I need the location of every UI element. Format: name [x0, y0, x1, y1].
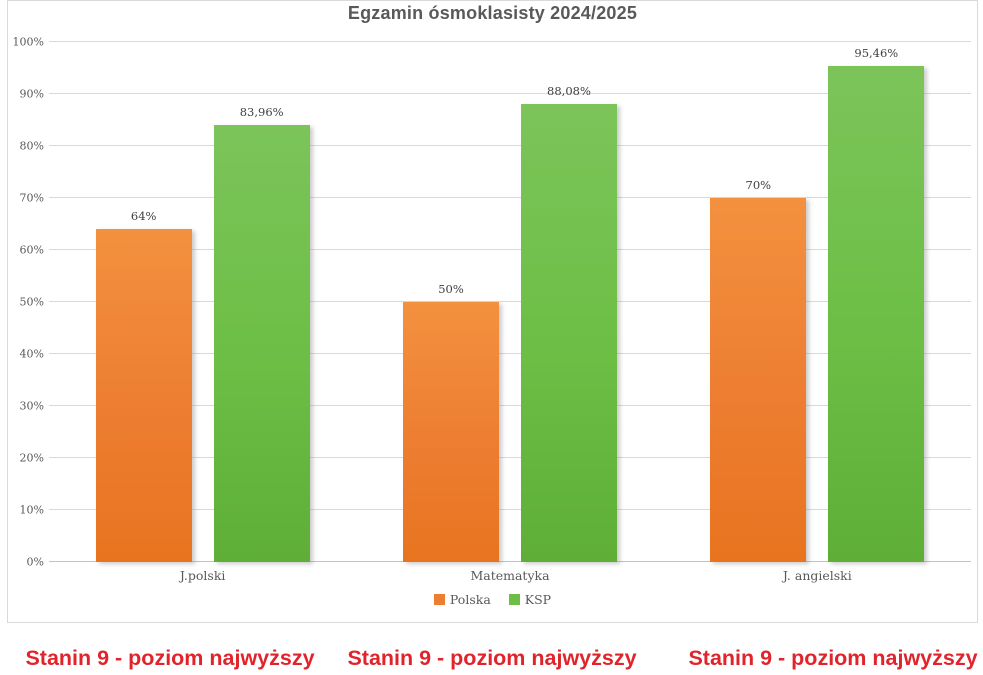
- y-tick-label: 0%: [26, 555, 44, 569]
- y-axis: 0% 10% 20% 30% 40% 50% 60% 70% 80% 90% 100%: [10, 36, 44, 569]
- bar-with-label: 88,08%: [520, 42, 617, 562]
- data-label: 95,46%: [854, 45, 899, 60]
- x-axis: J.polski Matematyka J. angielski: [49, 568, 971, 583]
- data-label: 50%: [438, 282, 464, 296]
- bar-group: 64% 83,96%: [49, 42, 356, 562]
- stanin-note-matematyka: Stanin 9 - poziom najwyższy: [347, 646, 637, 670]
- gridline: [49, 509, 971, 510]
- y-tick-label: 60%: [19, 243, 44, 257]
- bar-group: 70% 95,46%: [664, 42, 971, 562]
- bar-polska: [402, 302, 499, 562]
- bar-polska: [95, 229, 192, 562]
- x-axis-label: J.polski: [179, 568, 226, 583]
- bar-ksp: [213, 125, 310, 562]
- x-axis-line: [49, 561, 971, 562]
- bar-group: 50% 88,08%: [356, 42, 663, 562]
- y-tick-label: 70%: [19, 191, 44, 205]
- y-tick-label: 80%: [19, 139, 44, 153]
- bar-polska: [710, 198, 807, 562]
- legend: Polska KSP: [8, 592, 977, 607]
- gridline: [49, 93, 971, 94]
- bar-with-label: 95,46%: [828, 42, 925, 562]
- gridline: [49, 301, 971, 302]
- data-label: 88,08%: [547, 83, 591, 98]
- legend-swatch-icon: [508, 594, 520, 605]
- plot-area: 64% 83,96% 50% 88,08% 70% 95,46%: [49, 41, 971, 562]
- data-label: 83,96%: [239, 105, 284, 120]
- gridline: [49, 405, 971, 406]
- bar-ksp: [520, 103, 617, 562]
- chart-title: Egzamin ósmoklasisty 2024/2025: [347, 3, 638, 23]
- gridline: [49, 41, 971, 42]
- bar-with-label: 70%: [710, 42, 807, 562]
- gridline: [49, 249, 971, 250]
- bar-with-label: 64%: [95, 42, 192, 562]
- stanin-note-jpolski: Stanin 9 - poziom najwyższy: [25, 646, 315, 670]
- y-tick-label: 20%: [19, 451, 44, 465]
- data-label: 70%: [745, 178, 772, 192]
- legend-item-polska: Polska: [433, 592, 491, 607]
- legend-swatch-icon: [433, 594, 445, 605]
- bar-with-label: 50%: [402, 42, 499, 562]
- gridline: [49, 457, 971, 458]
- chart: Egzamin ósmoklasisty 2024/2025 0% 10% 20% 3…: [7, 0, 978, 623]
- legend-label: Polska: [449, 592, 491, 607]
- gridline: [49, 145, 971, 146]
- gridline: [49, 197, 971, 198]
- y-tick-label: 40%: [19, 347, 44, 361]
- y-tick-label: 10%: [19, 503, 44, 517]
- bar-with-label: 83,96%: [213, 42, 310, 562]
- stanin-note-jangielski: Stanin 9 - poziom najwyższy: [688, 646, 978, 670]
- x-axis-label: J. angielski: [782, 568, 852, 583]
- y-tick-label: 50%: [19, 295, 44, 309]
- y-tick-label: 30%: [19, 399, 44, 413]
- y-tick-label: 100%: [12, 35, 44, 49]
- bar-groups: 64% 83,96% 50% 88,08% 70% 95,46%: [49, 42, 971, 562]
- legend-item-ksp: KSP: [508, 592, 552, 607]
- x-axis-label: Matematyka: [470, 568, 550, 583]
- data-label: 64%: [130, 209, 157, 224]
- legend-label: KSP: [524, 592, 552, 607]
- bar-ksp: [828, 65, 925, 562]
- y-tick-label: 90%: [19, 87, 44, 101]
- gridline: [49, 353, 971, 354]
